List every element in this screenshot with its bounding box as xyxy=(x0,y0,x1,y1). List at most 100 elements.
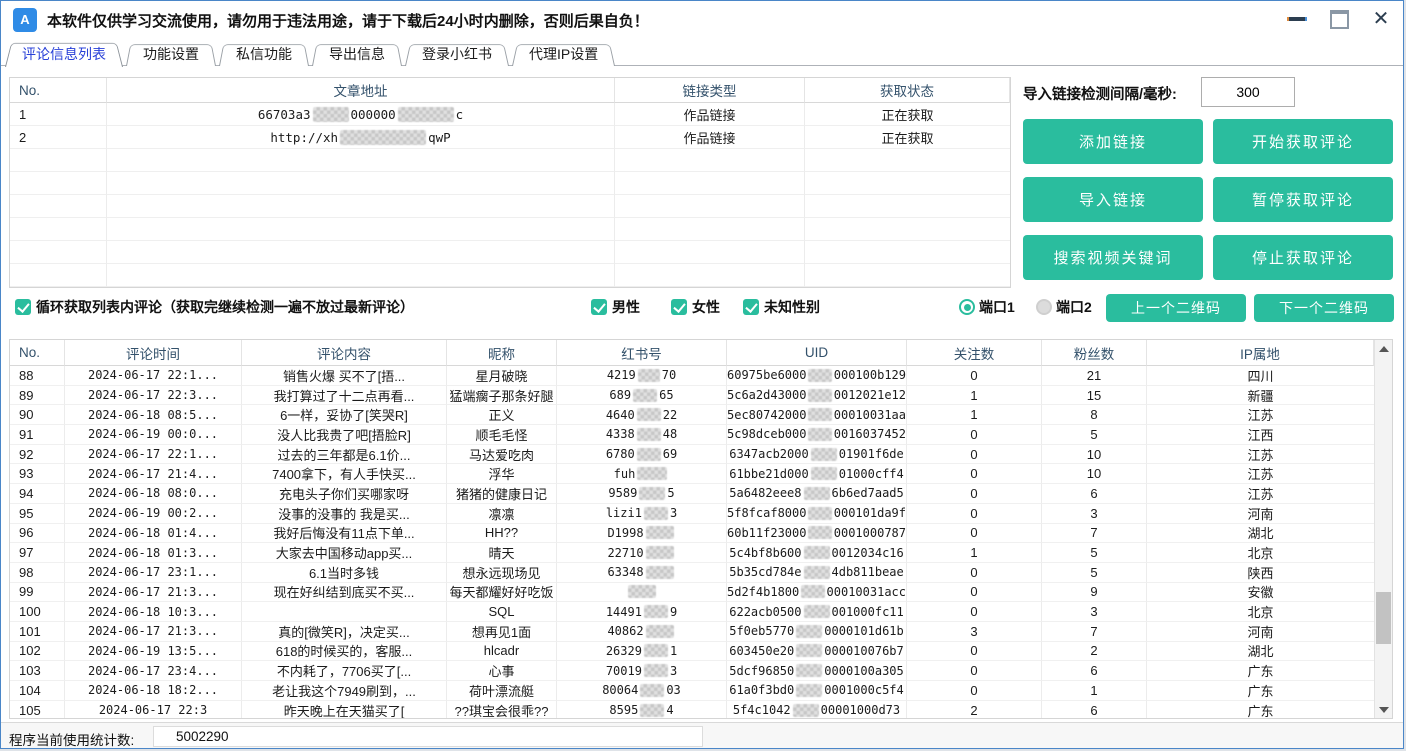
redacted-blur xyxy=(808,368,832,382)
table-row[interactable]: 103 2024-06-17 23:4... 不内耗了，7706买了[... 心事 70… xyxy=(10,661,1374,681)
radio-icon[interactable] xyxy=(1036,299,1052,315)
cell-uid: 5c98dceb000 0016037452 xyxy=(727,425,907,445)
table-row[interactable]: 90 2024-06-18 08:5... 6一样，妥协了[笑哭R] 正义 4640 22… xyxy=(10,405,1374,426)
add-link-button[interactable]: 添加链接 xyxy=(1023,119,1203,164)
table-row[interactable]: 97 2024-06-18 01:3... 大家去中国移动app买... 晴天 2271… xyxy=(10,543,1374,563)
radio-port2[interactable]: 端口2 xyxy=(1036,297,1092,317)
cell-no: 102 xyxy=(10,641,65,662)
maximize-button[interactable] xyxy=(1327,7,1351,31)
table-row[interactable]: 105 2024-06-17 22:3 昨天晚上在天猫买了[??琪宝会很乖?? 859… xyxy=(10,700,1374,718)
cell-ip-region: 陕西 xyxy=(1147,563,1374,583)
tab-label: 功能设置 xyxy=(143,46,199,62)
scroll-down-button[interactable] xyxy=(1375,701,1392,718)
loop-checkbox-label: 循环获取列表内评论（获取完继续检测一遍不放过最新评论） xyxy=(36,299,414,315)
checkbox-icon[interactable] xyxy=(743,299,759,315)
usage-count-label: 程序当前使用统计数: xyxy=(9,733,135,748)
cell-comment-content: 现在好纠结到底买不买... xyxy=(242,582,447,603)
checkbox-unknown-gender[interactable]: 未知性别 xyxy=(743,297,820,317)
links-table-header: No. 文章地址 链接类型 获取状态 xyxy=(10,78,1010,103)
cell-nickname: 猪猪的健康日记 xyxy=(447,484,557,504)
table-row[interactable]: 100 2024-06-18 10:3... SQL 14491 9 622acb0500… xyxy=(10,602,1374,622)
table-row[interactable]: 101 2024-06-17 21:3... 真的[微笑R]，决定买... 想再见1面… xyxy=(10,621,1374,642)
redacted-blur xyxy=(637,467,668,481)
cell-uid: 5dcf96850 0000100a305 xyxy=(727,661,907,681)
tab-private-message[interactable]: 私信功能 xyxy=(219,42,309,66)
checkbox-female[interactable]: 女性 xyxy=(671,297,720,317)
redacted-blur xyxy=(808,408,832,422)
scroll-up-button[interactable] xyxy=(1375,340,1392,357)
radio-icon[interactable] xyxy=(959,299,975,315)
cell-ip-region: 江苏 xyxy=(1147,464,1374,485)
cell-nickname: 想永远现场见 xyxy=(447,562,557,583)
prev-qrcode-button[interactable]: 上一个二维码 xyxy=(1106,294,1246,322)
loop-checkbox[interactable] xyxy=(15,299,31,315)
table-row[interactable]: 92 2024-06-17 22:1... 过去的三年都是6.1价... 马达爱吃肉 6… xyxy=(10,444,1374,465)
cell-no: 99 xyxy=(10,582,65,603)
checkbox-label: 女性 xyxy=(692,299,720,315)
scrollbar-thumb[interactable] xyxy=(1376,592,1391,644)
cell-uid: 6347acb2000 01901f6de xyxy=(727,444,907,465)
tab-export-info[interactable]: 导出信息 xyxy=(312,42,402,66)
table-row[interactable]: 96 2024-06-18 01:4... 我好后悔没有11点下单... HH?? D1… xyxy=(10,523,1374,544)
links-table: No. 文章地址 链接类型 获取状态 1 66703a3 000000 c 作品链接 正在获取 2 h… xyxy=(9,77,1011,288)
empty-cell xyxy=(10,264,107,287)
table-row[interactable]: 104 2024-06-18 18:2... 老让我这个7949刷到，... 荷叶漂流… xyxy=(10,681,1374,701)
redacted-blur xyxy=(312,106,349,122)
tab-login-xhs[interactable]: 登录小红书 xyxy=(405,42,509,66)
cell-no: 98 xyxy=(10,562,65,583)
table-row[interactable]: 1 66703a3 000000 c 作品链接 正在获取 xyxy=(10,103,1010,126)
empty-cell xyxy=(615,195,805,218)
cell-follow-count: 0 xyxy=(907,425,1042,445)
radio-port1[interactable]: 端口1 xyxy=(959,297,1015,317)
table-row[interactable]: 102 2024-06-19 13:5... 618的时候买的，客服... hlcad… xyxy=(10,641,1374,662)
cell-no: 104 xyxy=(10,681,65,701)
table-row[interactable]: 98 2024-06-17 23:1... 6.1当时多钱 想永远现场见 63348 5b… xyxy=(10,562,1374,583)
search-keyword-button[interactable]: 搜索视频关键词 xyxy=(1023,235,1203,280)
checkbox-male[interactable]: 男性 xyxy=(591,297,640,317)
interval-input[interactable] xyxy=(1201,77,1295,107)
tab-label: 评论信息列表 xyxy=(22,45,106,62)
cell-fans-count: 9 xyxy=(1042,582,1147,603)
cell-follow-count: 0 xyxy=(907,444,1042,465)
stop-fetch-button[interactable]: 停止获取评论 xyxy=(1213,235,1393,280)
loop-checkbox-group[interactable]: 循环获取列表内评论（获取完继续检测一遍不放过最新评论） xyxy=(15,297,414,317)
minimize-button[interactable] xyxy=(1285,7,1309,31)
import-link-button[interactable]: 导入链接 xyxy=(1023,177,1203,222)
redacted-blur xyxy=(643,644,668,658)
pause-fetch-button[interactable]: 暂停获取评论 xyxy=(1213,177,1393,222)
cell-uid: 61bbe21d000 01000cff4 xyxy=(727,464,907,485)
column-header: 关注数 xyxy=(907,340,1042,366)
tab-comment-list[interactable]: 评论信息列表 xyxy=(5,40,123,67)
cell-nickname: 晴天 xyxy=(447,543,557,563)
table-row[interactable]: 2 http://xh qwP 作品链接 正在获取 xyxy=(10,126,1010,149)
cell-uid: 5a6482eee8 6b6ed7aad5 xyxy=(727,484,907,504)
start-fetch-button[interactable]: 开始获取评论 xyxy=(1213,119,1393,164)
table-row[interactable]: 88 2024-06-17 22:1... 销售火爆 买不了[捂... 星月破晓 421… xyxy=(10,366,1374,386)
next-qrcode-button[interactable]: 下一个二维码 xyxy=(1254,294,1394,322)
checkbox-label: 未知性别 xyxy=(764,299,820,315)
table-row[interactable]: 89 2024-06-17 22:3... 我打算过了十二点再看... 猛端瘸子那条好… xyxy=(10,385,1374,406)
empty-cell xyxy=(805,149,1010,172)
tab-bar: 评论信息列表 功能设置 私信功能 导出信息 登录小红书 代理IP设置 xyxy=(5,39,1403,66)
title-bar: A 本软件仅供学习交流使用，请勿用于违法用途，请于下载后24小时内删除，否则后果… xyxy=(1,1,1403,39)
cell-fans-count: 15 xyxy=(1042,385,1147,406)
maximize-icon xyxy=(1329,9,1349,29)
table-row[interactable]: 99 2024-06-17 21:3... 现在好纠结到底买不买... 每天都耀好好吃… xyxy=(10,582,1374,603)
close-button[interactable]: ✕ xyxy=(1369,7,1393,31)
vertical-scrollbar[interactable] xyxy=(1374,340,1392,718)
checkbox-icon[interactable] xyxy=(671,299,687,315)
cell-ip-region: 河南 xyxy=(1147,504,1374,524)
tab-function-settings[interactable]: 功能设置 xyxy=(126,42,216,66)
table-row[interactable]: 94 2024-06-18 08:0... 充电头子你们买哪家呀 猪猪的健康日记 958… xyxy=(10,484,1374,504)
tab-label: 导出信息 xyxy=(329,46,385,62)
checkbox-icon[interactable] xyxy=(591,299,607,315)
table-row[interactable]: 91 2024-06-19 00:0... 没人比我贵了吧[捂脸R] 顺毛毛怪 4338… xyxy=(10,425,1374,445)
cell-fans-count: 10 xyxy=(1042,444,1147,465)
table-row[interactable]: 93 2024-06-17 21:4... 7400拿下，有人手快买... 浮华 fuh… xyxy=(10,464,1374,485)
tab-proxy-ip[interactable]: 代理IP设置 xyxy=(512,42,615,66)
cell-redbook-id: 40862 xyxy=(557,621,727,642)
cell-comment-time: 2024-06-18 18:2... xyxy=(65,681,242,701)
cell-fans-count: 6 xyxy=(1042,661,1147,681)
table-row[interactable]: 95 2024-06-19 00:2... 没事的没事的 我是买... 凛凛 lizi1… xyxy=(10,503,1374,524)
column-header: 获取状态 xyxy=(805,78,1010,103)
